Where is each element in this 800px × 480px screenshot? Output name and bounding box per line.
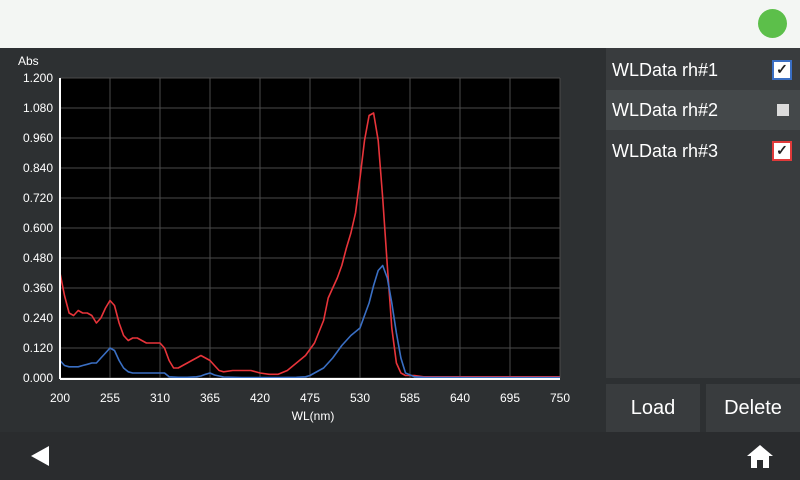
- x-tick-label: 200: [50, 391, 70, 405]
- y-tick-label: 0.840: [23, 161, 53, 175]
- y-tick-label: 1.200: [23, 71, 53, 85]
- status-indicator-icon: [758, 9, 787, 38]
- y-tick-label: 0.120: [23, 341, 53, 355]
- series-line-2: [59, 264, 560, 379]
- series-color-frame: [772, 141, 792, 161]
- y-tick-label: 0.600: [23, 221, 53, 235]
- series-label: WLData rh#3: [612, 141, 719, 161]
- series-checkbox-rh3[interactable]: ✓: [774, 142, 790, 159]
- series-item-rh3[interactable]: WLData rh#3 ✓: [606, 131, 800, 171]
- y-tick-label: 0.720: [23, 191, 53, 205]
- series-label: WLData rh#2: [612, 100, 719, 120]
- x-axis-label: WL(nm): [292, 409, 335, 423]
- series-checkbox-rh2[interactable]: [777, 104, 789, 116]
- spectrum-chart: 200 255 310 365 420 475 530 585 640 695 750 1.200 1.…: [18, 54, 570, 423]
- x-tick-label: 365: [200, 391, 220, 405]
- x-tick-label: 750: [550, 391, 570, 405]
- delete-button[interactable]: Delete: [706, 384, 800, 432]
- series-checkbox-rh1[interactable]: ✓: [774, 61, 790, 78]
- series-label: WLData rh#1: [612, 60, 719, 80]
- checkmark-icon: ✓: [776, 142, 788, 158]
- x-tick-label: 695: [500, 391, 520, 405]
- x-tick-label: 310: [150, 391, 170, 405]
- checkmark-icon: ✓: [776, 61, 788, 77]
- x-tick-label: 475: [300, 391, 320, 405]
- spectrum-chart-panel: 200 255 310 365 420 475 530 585 640 695 750 1.200 1.…: [0, 48, 600, 432]
- x-tick-label: 420: [250, 391, 270, 405]
- bottom-nav-bar: [0, 432, 800, 480]
- load-button[interactable]: Load: [606, 384, 700, 432]
- series-item-rh1[interactable]: WLData rh#1 ✓: [606, 50, 800, 90]
- y-tick-label: 0.960: [23, 131, 53, 145]
- y-tick-label: 0.000: [23, 371, 53, 385]
- series-line-1: [59, 112, 560, 378]
- y-tick-label: 0.480: [23, 251, 53, 265]
- x-tick-label: 640: [450, 391, 470, 405]
- tick-labels: 200 255 310 365 420 475 530 585 640 695 750 1.200 1.…: [23, 71, 570, 405]
- axes: [59, 78, 560, 380]
- series-layer: [59, 112, 560, 379]
- y-tick-label: 1.080: [23, 101, 53, 115]
- y-tick-label: 0.360: [23, 281, 53, 295]
- x-tick-label: 530: [350, 391, 370, 405]
- x-tick-label: 255: [100, 391, 120, 405]
- y-axis-label: Abs: [18, 54, 39, 68]
- back-arrow-icon[interactable]: [28, 444, 52, 468]
- x-tick-label: 585: [400, 391, 420, 405]
- series-color-frame: [772, 60, 792, 80]
- series-item-rh2[interactable]: WLData rh#2: [606, 90, 800, 130]
- home-icon[interactable]: [746, 443, 774, 469]
- top-status-bar: [0, 0, 800, 48]
- series-list-panel: WLData rh#1 ✓ WLData rh#2 WLData rh#3 ✓: [606, 48, 800, 378]
- y-tick-label: 0.240: [23, 311, 53, 325]
